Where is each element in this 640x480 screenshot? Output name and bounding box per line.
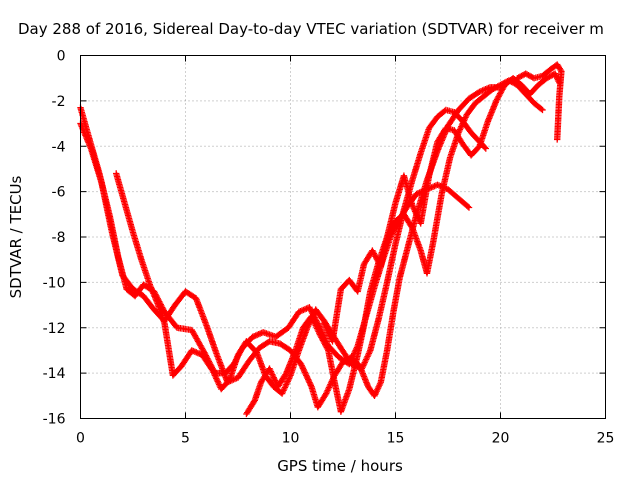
y-tick-label: 0 [57,49,66,65]
data-point [250,398,258,405]
x-tick-label: 10 [282,431,300,447]
y-tick-labels: 0 -2 -4 -6 -8 -10 -12 -14 -16 [43,49,66,428]
data-point [304,375,311,382]
y-tick-label: -2 [52,94,66,110]
data-point [299,363,306,371]
data-point [305,377,313,385]
data-point [282,371,289,378]
y-tick-label: -16 [43,412,66,428]
series-track [77,84,504,411]
x-tick-labels: 0 5 10 15 20 25 [76,431,614,447]
data-point [303,373,311,381]
data-point [297,360,305,368]
x-axis-label: GPS time / hours [277,457,403,475]
data-point [298,362,305,369]
data-point [306,380,314,388]
data-point [481,144,488,151]
gridlines [80,55,606,419]
y-axis-label: SDTVAR / TECUs [7,175,25,298]
data-point [408,223,415,230]
y-tick-label: -12 [43,321,66,337]
axis-ticks [80,55,606,419]
series-track [320,70,563,345]
x-tick-label: 0 [76,431,85,447]
x-tick-label: 25 [597,431,615,447]
y-tick-label: -8 [52,230,66,246]
y-tick-label: -4 [52,139,66,155]
y-tick-label: -10 [43,275,66,291]
data-point [554,136,561,143]
data-point [299,365,307,372]
series-track [514,61,565,143]
data-point [307,382,315,389]
data-point [306,379,313,386]
data-point [464,203,472,210]
data-point [303,372,310,379]
data-point [324,345,331,353]
data-marks [77,61,565,418]
data-point [482,145,489,152]
chart-title: Day 288 of 2016, Sidereal Day-to-day VTE… [18,20,604,38]
data-point [302,370,309,378]
data-point [300,366,307,373]
x-tick-label: 15 [387,431,405,447]
data-point [305,376,312,383]
data-point [301,367,308,375]
y-tick-label: -14 [43,366,66,382]
data-point [301,369,309,376]
data-point [538,105,545,113]
data-point [465,204,473,211]
series-track [113,106,489,397]
y-tick-label: -6 [52,185,66,201]
x-tick-label: 20 [492,431,510,447]
x-tick-label: 5 [181,431,190,447]
data-point [539,106,546,114]
